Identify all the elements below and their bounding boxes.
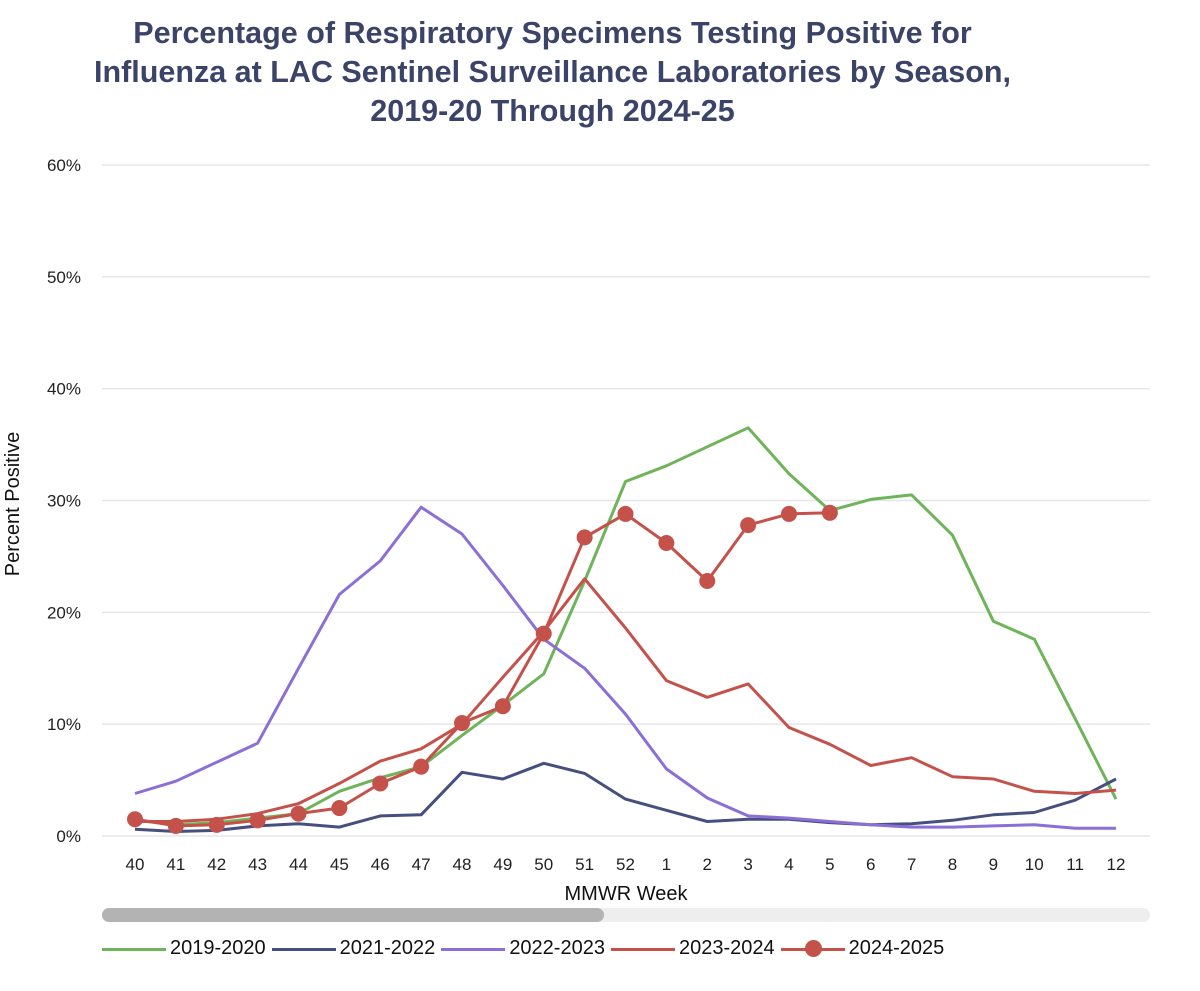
data-point-2024-2025[interactable]: [781, 505, 797, 522]
y-tick-label: 40%: [47, 380, 81, 399]
data-point-2024-2025[interactable]: [821, 504, 838, 521]
y-tick-label: 10%: [47, 715, 81, 734]
legend-label: 2023-2024: [678, 937, 775, 959]
x-tick-label: 9: [989, 855, 998, 874]
x-tick-label: 41: [166, 855, 185, 874]
x-tick-label: 46: [371, 855, 390, 874]
chart-title-line-3: 2019-20 Through 2024-25: [370, 94, 735, 128]
x-tick-label: 5: [825, 855, 834, 874]
x-tick-label: 51: [575, 855, 594, 874]
legend-item-2024-2025[interactable]: 2024-2025: [780, 937, 945, 960]
y-tick-label: 50%: [47, 268, 81, 287]
legend-line-icon: [441, 947, 506, 951]
series-markers: [127, 504, 838, 834]
y-tick-label: 60%: [47, 156, 81, 175]
data-point-2024-2025[interactable]: [167, 817, 184, 834]
legend: 2019-2020 2021-2022 2022-2023 2023-2024 2024…: [102, 937, 950, 960]
chart-title: Percentage of Respiratory Specimens Test…: [0, 14, 1105, 131]
x-axis-label: MMWR Week: [565, 883, 689, 905]
x-tick-label: 11: [1066, 855, 1084, 874]
x-tick-label: 4: [784, 855, 793, 874]
gridlines: [102, 164, 1150, 837]
chart-scrollbar-thumb[interactable]: [102, 908, 604, 922]
series-line-2021-2022[interactable]: [134, 761, 1117, 833]
x-tick-label: 44: [289, 855, 308, 874]
data-point-2024-2025[interactable]: [658, 534, 675, 551]
chart-title-line-2: Influenza at LAC Sentinel Surveillance L…: [94, 55, 1011, 89]
legend-item-2019-2020[interactable]: 2019-2020: [102, 937, 266, 960]
legend-item-2021-2022[interactable]: 2021-2022: [271, 937, 436, 960]
series-line-2022-2023[interactable]: [134, 505, 1116, 830]
legend-label: 2024-2025: [848, 937, 945, 959]
x-tick-label: 40: [126, 855, 145, 874]
x-tick-label: 6: [866, 855, 875, 874]
legend-swatch: [441, 942, 506, 956]
data-point-2024-2025[interactable]: [208, 816, 225, 833]
x-tick-label: 7: [907, 855, 916, 874]
data-point-2024-2025[interactable]: [127, 811, 143, 828]
y-tick-label: 20%: [47, 603, 81, 622]
x-tick-label: 3: [743, 855, 752, 874]
x-tick-label: 48: [453, 855, 472, 874]
legend-swatch: [610, 942, 675, 956]
data-point-2024-2025[interactable]: [372, 775, 389, 792]
data-point-2024-2025[interactable]: [249, 812, 266, 829]
x-tick-label: 45: [330, 855, 349, 874]
legend-swatch: [102, 942, 166, 956]
legend-item-2022-2023[interactable]: 2022-2023: [441, 937, 605, 960]
data-point-2024-2025[interactable]: [617, 505, 634, 522]
legend-line-icon: [271, 947, 336, 951]
x-tick-label: 47: [412, 855, 431, 874]
x-tick-label: 10: [1025, 855, 1044, 874]
x-tick-label: 42: [207, 855, 226, 874]
legend-marker-icon: [804, 939, 822, 957]
data-point-2024-2025[interactable]: [331, 800, 348, 817]
y-axis-ticks: 0% 10% 20% 30% 40% 50% 60%: [47, 156, 81, 846]
data-point-2024-2025[interactable]: [699, 573, 716, 590]
x-tick-label: 52: [616, 855, 635, 874]
legend-line-icon: [610, 947, 675, 951]
legend-item-2023-2024[interactable]: 2023-2024: [610, 937, 775, 960]
x-tick-label: 43: [248, 855, 267, 874]
legend-swatch: [780, 939, 845, 957]
data-point-2024-2025[interactable]: [535, 625, 552, 642]
y-tick-label: 0%: [56, 827, 81, 846]
series-line-2023-2024[interactable]: [135, 577, 1117, 823]
x-tick-label: 8: [948, 855, 957, 874]
x-tick-label: 12: [1107, 855, 1126, 874]
y-axis-label: Percent Positive: [2, 432, 24, 577]
x-tick-label: 49: [493, 855, 512, 874]
x-tick-label: 50: [534, 855, 553, 874]
x-tick-label: 2: [703, 855, 712, 874]
legend-swatch: [271, 942, 336, 956]
data-point-2024-2025[interactable]: [576, 529, 593, 546]
data-point-2024-2025[interactable]: [494, 698, 511, 715]
data-point-2024-2025[interactable]: [413, 758, 430, 775]
data-point-2024-2025[interactable]: [454, 715, 470, 732]
x-tick-label: 1: [662, 855, 671, 874]
y-tick-label: 30%: [47, 492, 81, 511]
series-lines: [134, 426, 1118, 833]
data-point-2024-2025[interactable]: [290, 805, 307, 822]
legend-label: 2021-2022: [339, 937, 436, 959]
legend-label: 2019-2020: [170, 937, 266, 959]
data-point-2024-2025[interactable]: [740, 517, 757, 534]
x-axis-ticks: 40 41 42 43 44 45 46 47 48 49 50 51 52 1 2 3 4 5 6 7 8 9 10 11 1…: [126, 855, 1126, 874]
legend-label: 2022-2023: [509, 937, 605, 959]
legend-line-icon: [102, 947, 166, 951]
chart-title-line-1: Percentage of Respiratory Specimens Test…: [133, 16, 972, 50]
